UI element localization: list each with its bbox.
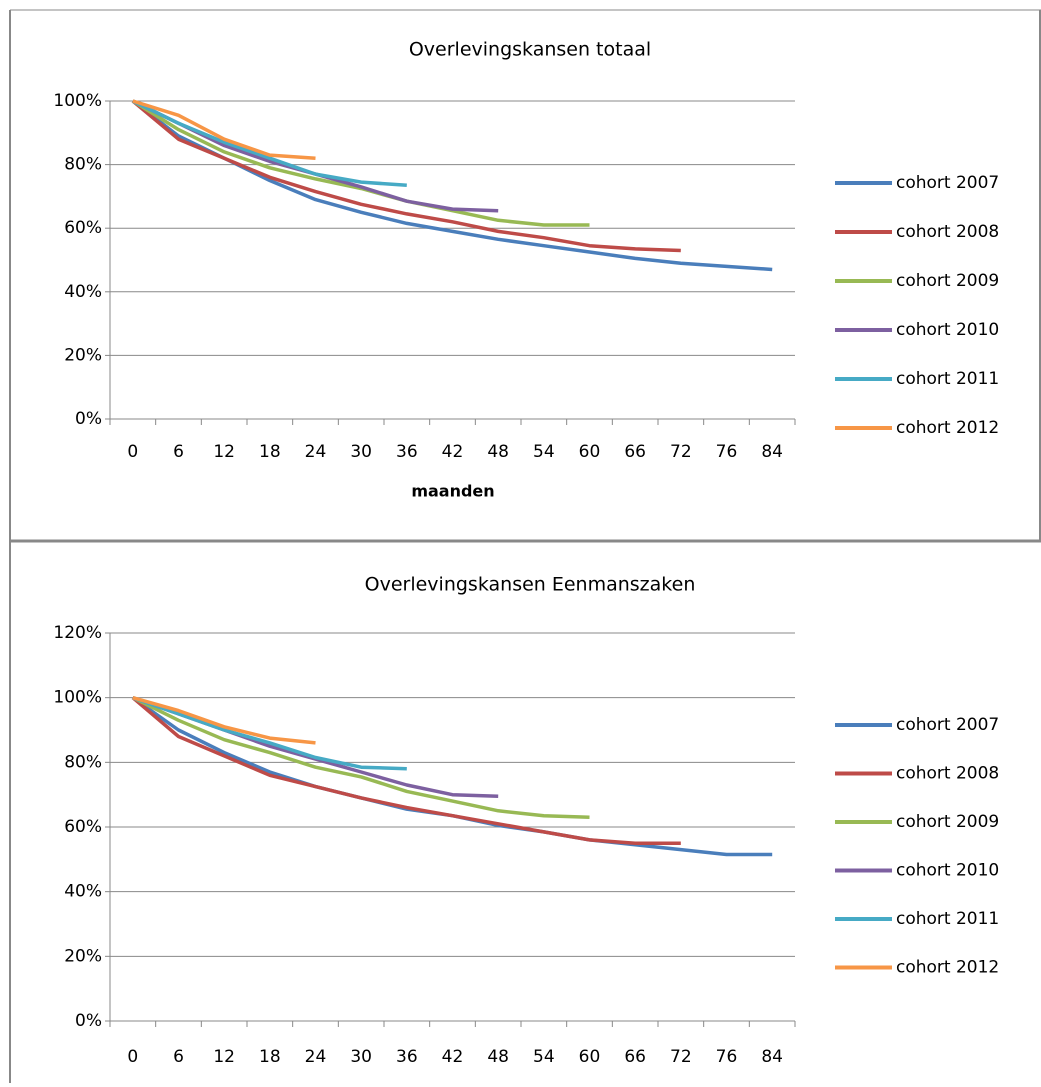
series-line — [132, 99, 316, 160]
x-tick-label: 6 — [173, 442, 184, 462]
x-tick-label: 24 — [305, 1047, 327, 1067]
y-tick-label: 120% — [53, 623, 102, 643]
series-line — [131, 99, 773, 272]
x-tick-label: 30 — [350, 1047, 372, 1067]
y-tick-label: 40% — [64, 882, 102, 902]
y-tick-label: 100% — [53, 91, 102, 111]
legend-label: cohort 2012 — [896, 418, 999, 438]
x-tick-label: 0 — [127, 1047, 138, 1067]
series-line — [132, 696, 590, 820]
y-tick-label: 80% — [64, 155, 102, 175]
y-tick-label: 80% — [64, 752, 102, 772]
legend-label: cohort 2010 — [896, 861, 999, 881]
x-tick-label: 18 — [259, 442, 281, 462]
legend-label: cohort 2008 — [896, 764, 999, 784]
chart-title: Overlevingskansen totaal — [409, 39, 651, 61]
y-tick-label: 0% — [75, 1011, 102, 1031]
x-tick-label: 30 — [350, 442, 372, 462]
x-tick-label: 66 — [624, 1047, 646, 1067]
x-tick-label: 66 — [624, 442, 646, 462]
series-line — [131, 99, 590, 227]
x-tick-label: 6 — [173, 1047, 184, 1067]
x-tick-label: 42 — [442, 1047, 464, 1067]
series-line — [132, 99, 499, 213]
x-tick-label: 54 — [533, 1047, 555, 1067]
y-tick-label: 0% — [75, 409, 102, 429]
y-tick-label: 20% — [64, 946, 102, 966]
x-tick-label: 42 — [442, 442, 464, 462]
legend-label: cohort 2009 — [896, 271, 999, 291]
y-tick-label: 40% — [64, 282, 102, 302]
legend-label: cohort 2010 — [896, 320, 999, 340]
x-tick-label: 72 — [670, 1047, 692, 1067]
x-tick-label: 84 — [761, 1047, 783, 1067]
legend-label: cohort 2009 — [896, 812, 999, 832]
legend-label: cohort 2012 — [896, 958, 999, 978]
legend-label: cohort 2007 — [896, 173, 999, 193]
legend-label: cohort 2011 — [896, 369, 999, 389]
x-tick-label: 72 — [670, 442, 692, 462]
y-tick-label: 100% — [53, 688, 102, 708]
x-tick-label: 36 — [396, 1047, 418, 1067]
legend-label: cohort 2007 — [896, 715, 999, 735]
x-axis-label: maanden — [411, 482, 494, 501]
legend-label: cohort 2011 — [896, 909, 999, 929]
series-line — [132, 696, 316, 745]
x-tick-label: 18 — [259, 1047, 281, 1067]
x-tick-label: 12 — [213, 1047, 235, 1067]
x-tick-label: 60 — [579, 442, 601, 462]
x-tick-label: 76 — [716, 442, 738, 462]
x-tick-label: 12 — [213, 442, 235, 462]
x-tick-label: 54 — [533, 442, 555, 462]
x-tick-label: 36 — [396, 442, 418, 462]
x-tick-label: 0 — [127, 442, 138, 462]
legend-label: cohort 2008 — [896, 222, 999, 242]
y-tick-label: 20% — [64, 345, 102, 365]
series-line — [131, 99, 681, 253]
y-tick-label: 60% — [64, 817, 102, 837]
series-line — [131, 696, 681, 845]
series-line — [131, 696, 773, 857]
x-tick-label: 84 — [761, 442, 783, 462]
x-tick-label: 48 — [487, 1047, 509, 1067]
x-tick-label: 60 — [579, 1047, 601, 1067]
x-tick-label: 76 — [716, 1047, 738, 1067]
series-line — [132, 696, 407, 771]
y-tick-label: 60% — [64, 218, 102, 238]
series-line — [132, 99, 407, 188]
x-tick-label: 48 — [487, 442, 509, 462]
x-tick-label: 24 — [305, 442, 327, 462]
chart-title: Overlevingskansen Eenmanszaken — [365, 574, 696, 596]
